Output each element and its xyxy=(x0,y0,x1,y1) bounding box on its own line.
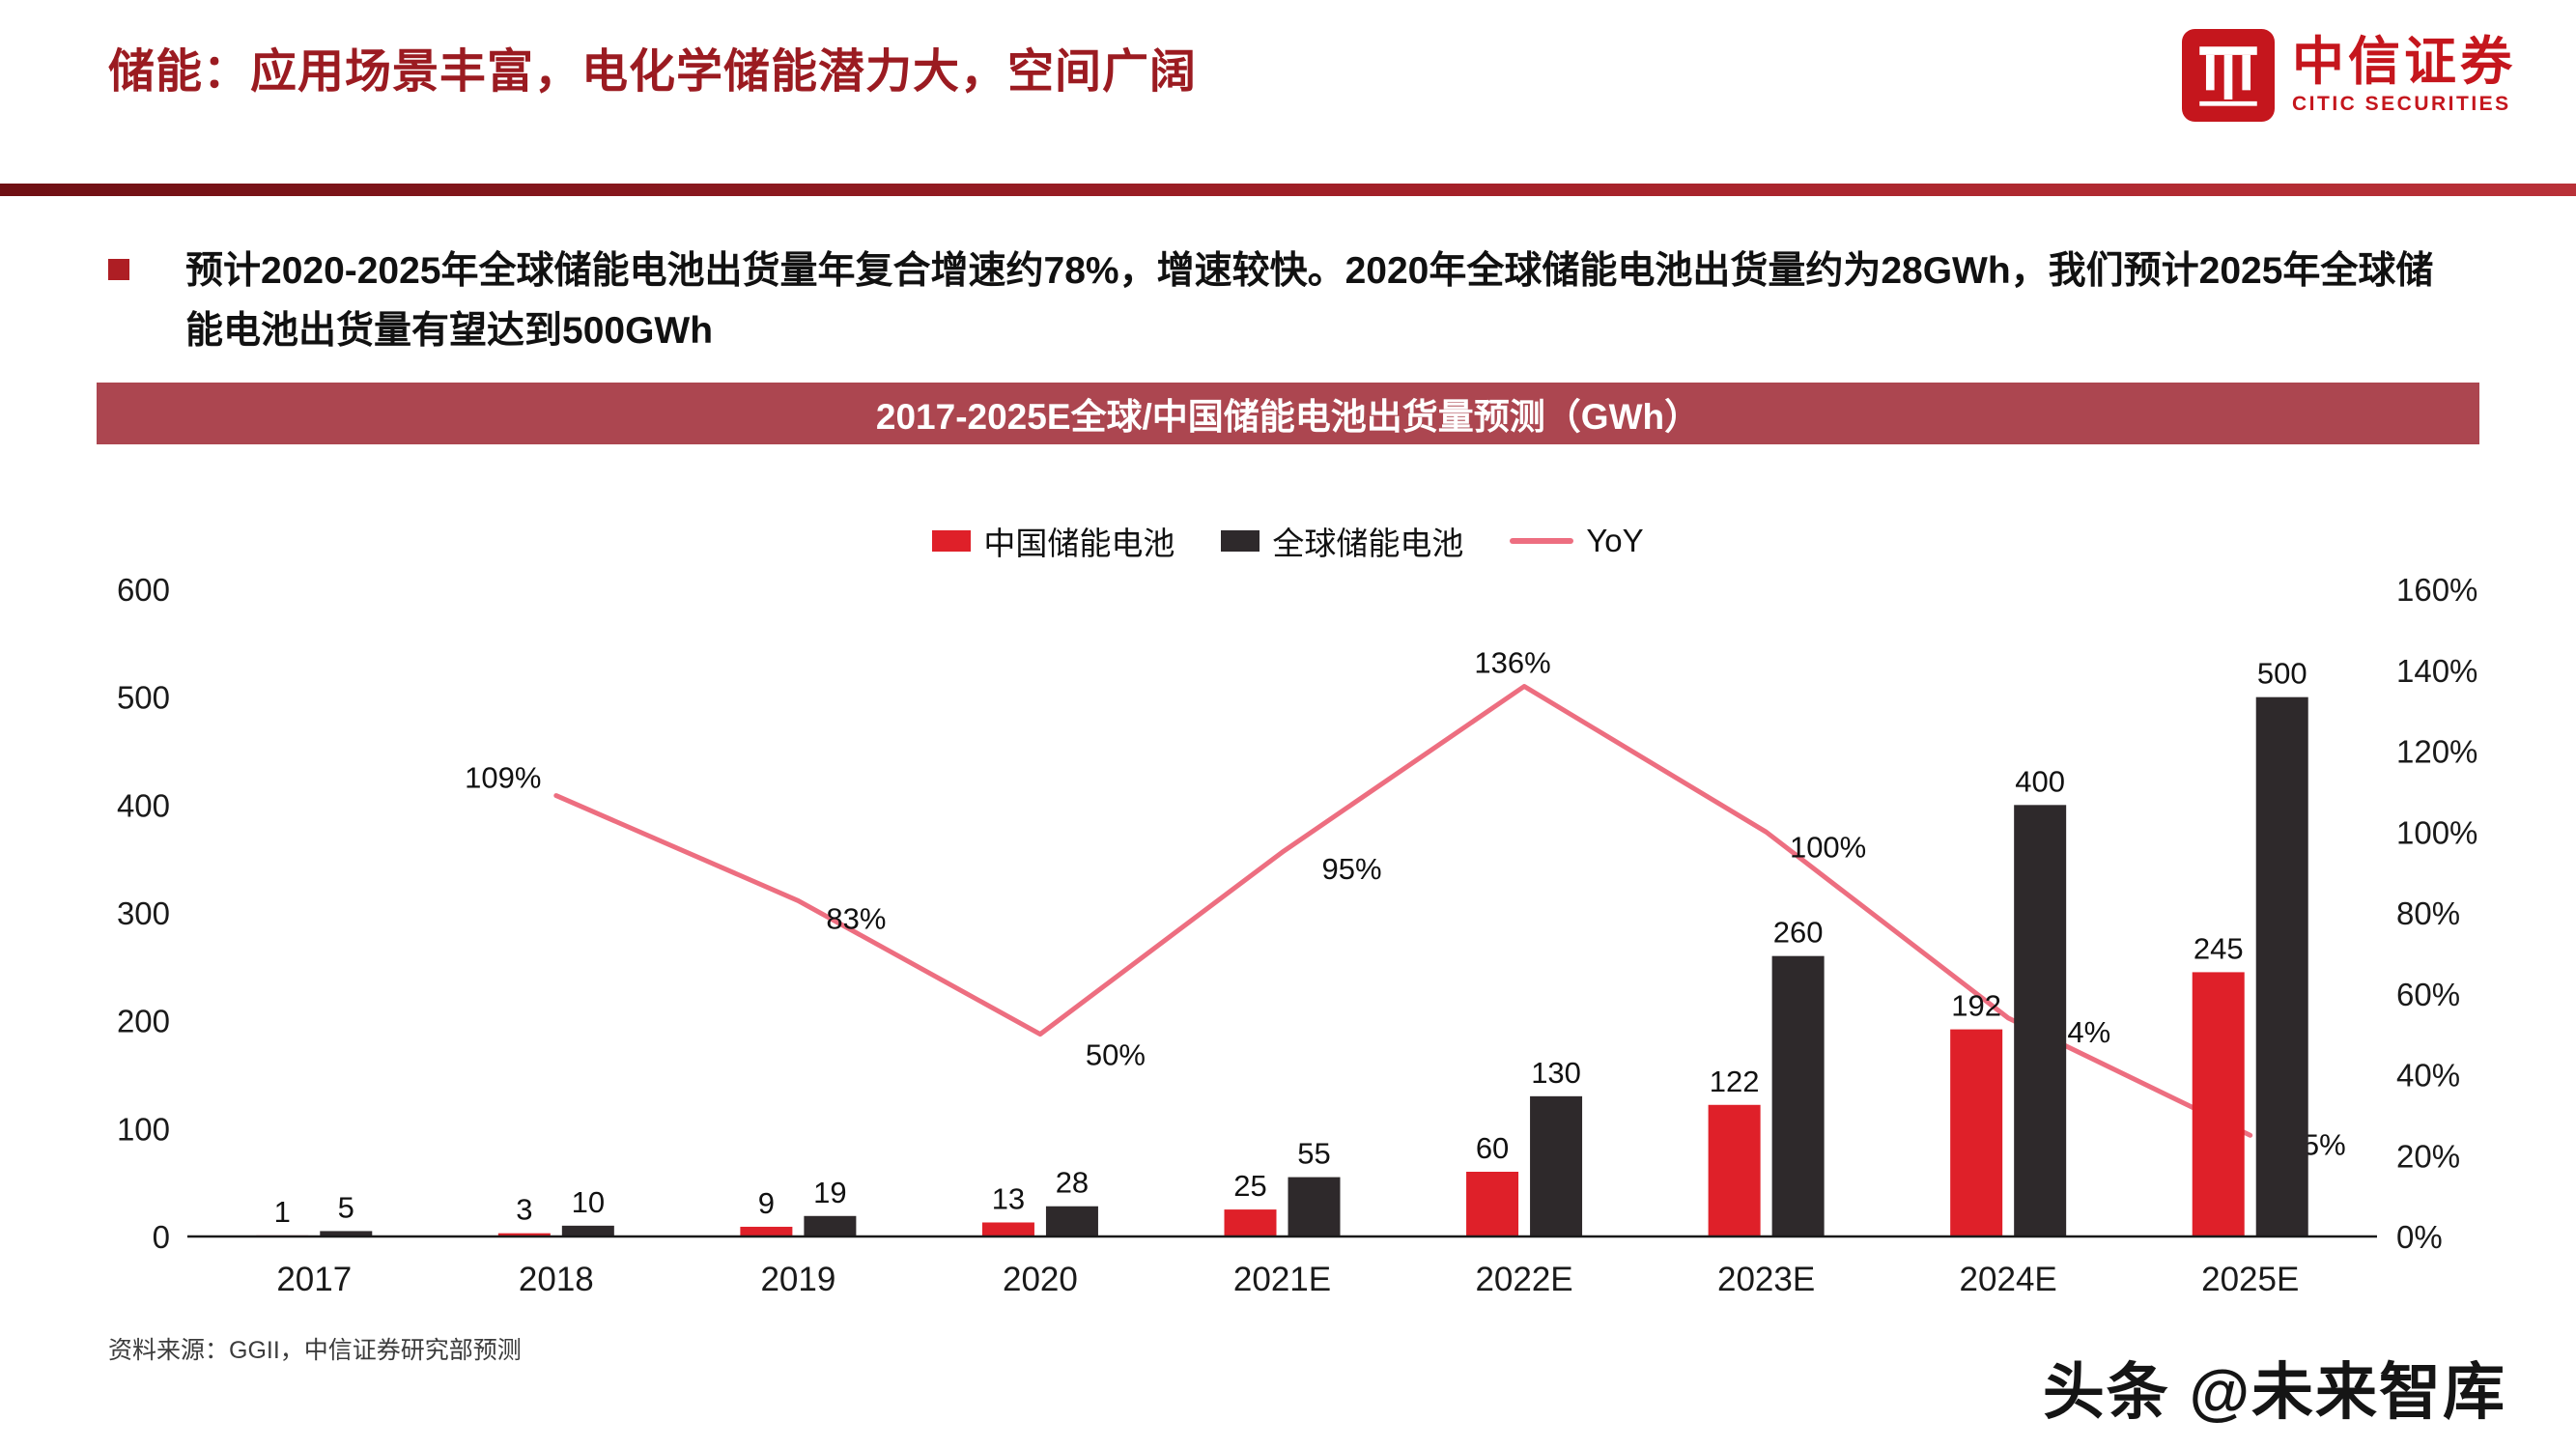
bar-value-label: 28 xyxy=(1056,1166,1089,1200)
right-axis-tick: 0% xyxy=(2396,1219,2443,1255)
x-axis-label: 2023E xyxy=(1717,1261,1815,1298)
bar xyxy=(1530,1095,1583,1236)
yoy-label: 109% xyxy=(465,761,541,795)
bar xyxy=(2192,972,2245,1236)
bar-value-label: 130 xyxy=(1531,1056,1581,1090)
bar-value-label: 500 xyxy=(2257,657,2307,691)
summary-text: 预计2020-2025年全球储能电池出货量年复合增速约78%，增速较快。2020… xyxy=(185,250,2434,352)
global-series-swatch xyxy=(1221,530,1260,552)
left-axis-tick: 500 xyxy=(117,680,170,716)
left-axis-tick: 400 xyxy=(117,787,170,823)
logo-cn-wordmark: 中信证券 xyxy=(2292,33,2516,92)
legend-item-china: 中国储能电池 xyxy=(932,518,1175,564)
x-axis-label: 2020 xyxy=(1003,1261,1078,1298)
yoy-line xyxy=(553,684,2253,1138)
logo-text: 中信证券 CITIC SECURITIES xyxy=(2292,35,2516,116)
left-axis-tick: 0 xyxy=(153,1219,170,1255)
right-axis-tick: 100% xyxy=(2396,814,2477,850)
bar xyxy=(1950,1029,2003,1236)
yoy-label: 100% xyxy=(1790,830,1866,864)
bar xyxy=(1771,955,1825,1236)
bar xyxy=(804,1215,857,1236)
bullet-icon xyxy=(108,259,129,280)
right-axis-tick: 40% xyxy=(2396,1058,2460,1094)
bar xyxy=(497,1233,551,1236)
combo-chart: 01002003004005006000%20%40%60%80%100%120… xyxy=(117,572,2477,1298)
x-axis-label: 2024E xyxy=(1960,1261,2057,1298)
x-axis-label: 2021E xyxy=(1233,1261,1331,1298)
right-axis-tick: 60% xyxy=(2396,977,2460,1012)
x-axis-label: 2025E xyxy=(2201,1261,2299,1298)
bar-series-global xyxy=(320,696,2308,1236)
bar-value-label: 10 xyxy=(572,1185,605,1219)
summary-bullet: 预计2020-2025年全球储能电池出货量年复合增速约78%，增速较快。2020… xyxy=(108,242,2455,360)
bar-value-label: 1 xyxy=(274,1195,291,1229)
yoy-label: 136% xyxy=(1474,646,1550,680)
bar xyxy=(1224,1209,1277,1236)
bar-value-label: 400 xyxy=(2015,764,2065,798)
right-axis-tick: 160% xyxy=(2396,572,2477,608)
right-axis-tick: 20% xyxy=(2396,1138,2460,1174)
bar-value-label: 122 xyxy=(1710,1065,1760,1098)
watermark: 头条 @未来智库 xyxy=(2042,1357,2506,1427)
logo-en-wordmark: CITIC SECURITIES xyxy=(2292,92,2511,115)
citic-logo: 中信证券 CITIC SECURITIES xyxy=(2182,29,2516,122)
yoy-label: 95% xyxy=(1321,852,1381,886)
chart-title-banner: 2017-2025E全球/中国储能电池出货量预测（GWh） xyxy=(97,383,2479,444)
citic-logo-icon xyxy=(2182,29,2275,122)
left-axis-tick: 200 xyxy=(117,1004,170,1039)
bar-value-label: 260 xyxy=(1773,916,1824,950)
bar-value-label: 13 xyxy=(992,1181,1025,1215)
yoy-line-swatch xyxy=(1510,538,1574,544)
bar-value-label: 3 xyxy=(516,1193,532,1227)
page-title: 储能：应用场景丰富，电化学储能潜力大，空间广阔 xyxy=(108,46,1198,98)
bar xyxy=(561,1225,614,1236)
legend-item-yoy: YoY xyxy=(1510,523,1644,559)
bar xyxy=(320,1231,373,1236)
bar xyxy=(1466,1172,1519,1236)
bar xyxy=(2255,696,2308,1236)
right-axis-tick: 120% xyxy=(2396,734,2477,770)
bar xyxy=(2014,805,2067,1236)
x-axis-label: 2022E xyxy=(1475,1261,1572,1298)
bar-value-label: 19 xyxy=(813,1176,846,1209)
yoy-label: 83% xyxy=(826,901,886,935)
x-axis-label: 2018 xyxy=(519,1261,594,1298)
x-axis-label: 2017 xyxy=(276,1261,352,1298)
legend-label-china: 中国储能电池 xyxy=(983,526,1175,561)
bar-value-label: 55 xyxy=(1297,1137,1330,1171)
yoy-label: 50% xyxy=(1086,1038,1146,1072)
left-axis-tick: 300 xyxy=(117,895,170,931)
right-axis-tick: 140% xyxy=(2396,653,2477,689)
left-axis-tick: 600 xyxy=(117,572,170,608)
bar xyxy=(981,1222,1034,1236)
legend-item-global: 全球储能电池 xyxy=(1221,518,1463,564)
china-series-swatch xyxy=(932,530,972,552)
header-divider xyxy=(0,184,2576,196)
right-axis-tick: 80% xyxy=(2396,895,2460,931)
chart-title: 2017-2025E全球/中国储能电池出货量预测（GWh） xyxy=(875,397,1701,437)
bar xyxy=(740,1226,793,1236)
left-axis-tick: 100 xyxy=(117,1111,170,1147)
x-axis-label: 2019 xyxy=(760,1261,835,1298)
bar-value-label: 245 xyxy=(2194,931,2244,965)
bar-value-label: 25 xyxy=(1233,1169,1266,1203)
chart-legend: 中国储能电池 全球储能电池 YoY xyxy=(0,518,2576,564)
bar-value-label: 9 xyxy=(758,1186,775,1220)
bar xyxy=(1288,1177,1341,1236)
bar xyxy=(1708,1104,1761,1236)
bar-value-label: 192 xyxy=(1951,989,2001,1023)
bar-series-china xyxy=(256,972,2245,1236)
bar-value-label: 5 xyxy=(338,1190,354,1224)
bar xyxy=(1045,1206,1098,1236)
bar-value-label: 60 xyxy=(1476,1131,1509,1165)
source-note: 资料来源：GGII，中信证券研究部预测 xyxy=(108,1337,522,1364)
legend-label-yoy: YoY xyxy=(1586,523,1644,558)
legend-label-global: 全球储能电池 xyxy=(1272,526,1464,561)
